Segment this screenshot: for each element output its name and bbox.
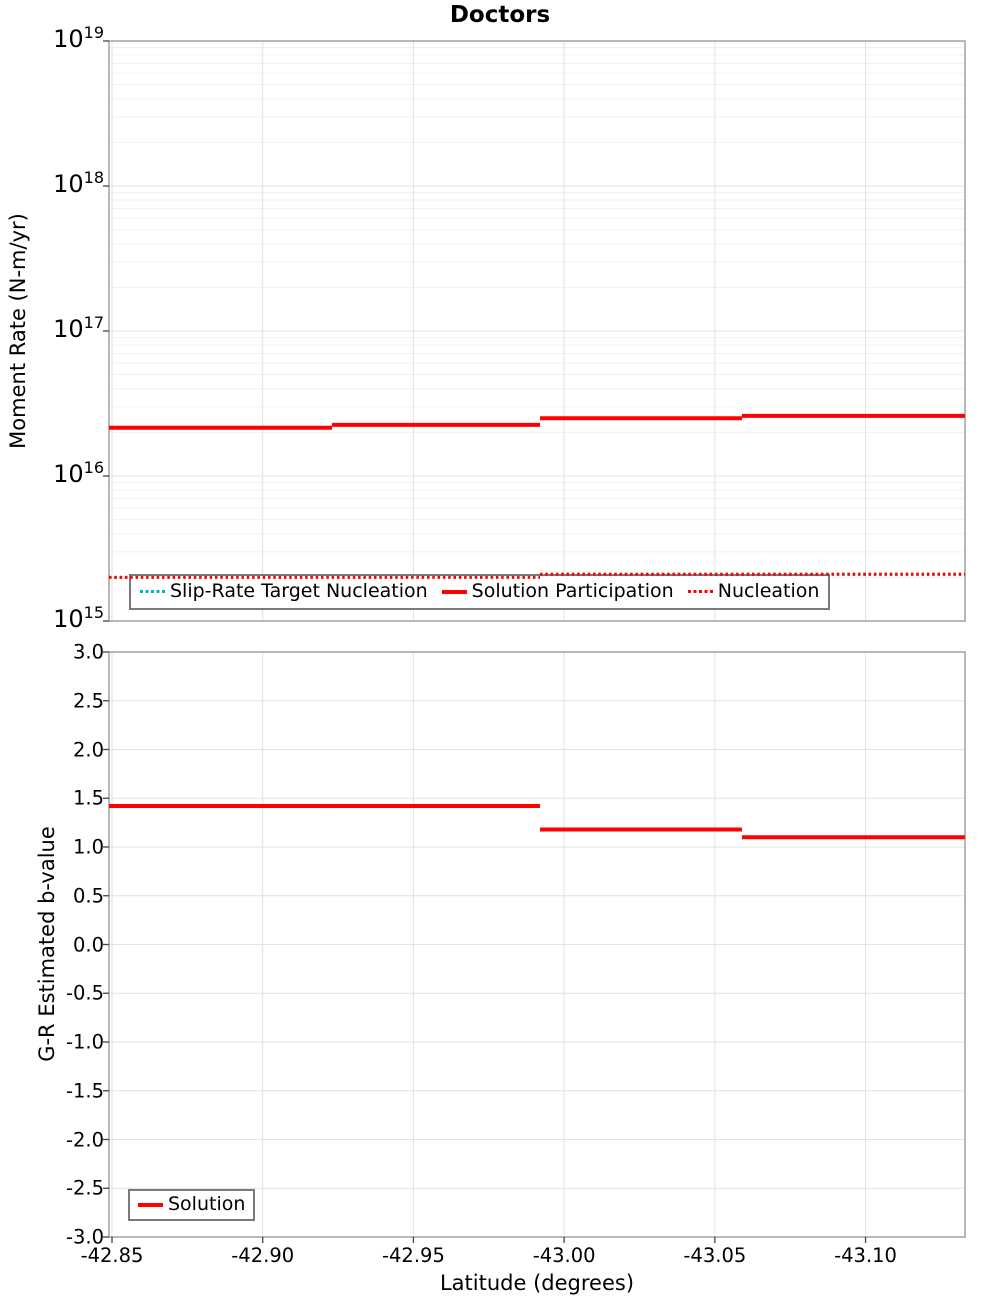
y-tick-label: -3.0 (65, 1225, 104, 1249)
x-axis-label-latitude: Latitude (degrees) (439, 1271, 635, 1295)
x-tick-label: -43.10 (834, 1244, 897, 1267)
solution-line-swatch-icon (138, 1202, 163, 1207)
legend-item-solution-participation: Solution Participation (441, 580, 674, 603)
y-tick-label: -0.5 (65, 981, 104, 1005)
x-tick-label: -43.05 (683, 1244, 747, 1267)
nucleation-line-swatch-icon (687, 590, 713, 594)
legend-bvalue-panel: Solution (128, 1189, 256, 1221)
chart-title: Doctors (449, 2, 551, 28)
y-tick-label: -1.5 (65, 1079, 104, 1102)
y-tick-label: 0.0 (72, 932, 104, 956)
y-tick-label: 10 18 (53, 168, 104, 198)
legend-item-nucleation: Nucleation (687, 580, 820, 603)
legend-label-nucleation: Nucleation (717, 580, 820, 602)
x-tick-label: -42.90 (231, 1244, 295, 1267)
y-tick-label: -2.0 (65, 1127, 104, 1151)
y-tick-label: 1.0 (72, 835, 104, 859)
y-tick-label: 3.0 (72, 640, 104, 664)
y-tick-label: -1.0 (65, 1030, 104, 1054)
x-tick-label: -42.85 (80, 1244, 144, 1267)
legend-label-solution: Solution (168, 1193, 246, 1215)
legend-label-solution-participation: Solution Participation (471, 580, 674, 602)
legend-item-slip-rate-target-nucleation: Slip-Rate Target Nucleation (140, 580, 428, 603)
panel-border (108, 651, 966, 1238)
y-tick-label: 10 15 (53, 603, 104, 633)
y-tick-label: 2.5 (72, 689, 104, 712)
legend-label-slip-rate-target-nucleation: Slip-Rate Target Nucleation (170, 580, 428, 602)
legend-moment-panel: Slip-Rate Target Nucleation Solution Par… (129, 574, 831, 610)
solution-participation-line-swatch-icon (441, 589, 467, 594)
y-tick-label: 0.5 (72, 884, 104, 907)
y-tick-label: 10 19 (53, 23, 104, 53)
y-tick-label: 10 16 (53, 458, 104, 488)
y-tick-label: 2.0 (72, 737, 104, 761)
y-tick-label: 10 17 (53, 313, 104, 343)
y-tick-label: 1.5 (72, 786, 104, 810)
y-tick-label: -2.5 (65, 1176, 104, 1200)
legend-item-solution: Solution (138, 1193, 246, 1216)
x-tick-label: -42.95 (381, 1244, 445, 1267)
panel-border (108, 40, 966, 622)
slip-rate-target-nucleation-line-swatch-icon (140, 590, 165, 594)
x-tick-label: -43.00 (532, 1244, 596, 1267)
